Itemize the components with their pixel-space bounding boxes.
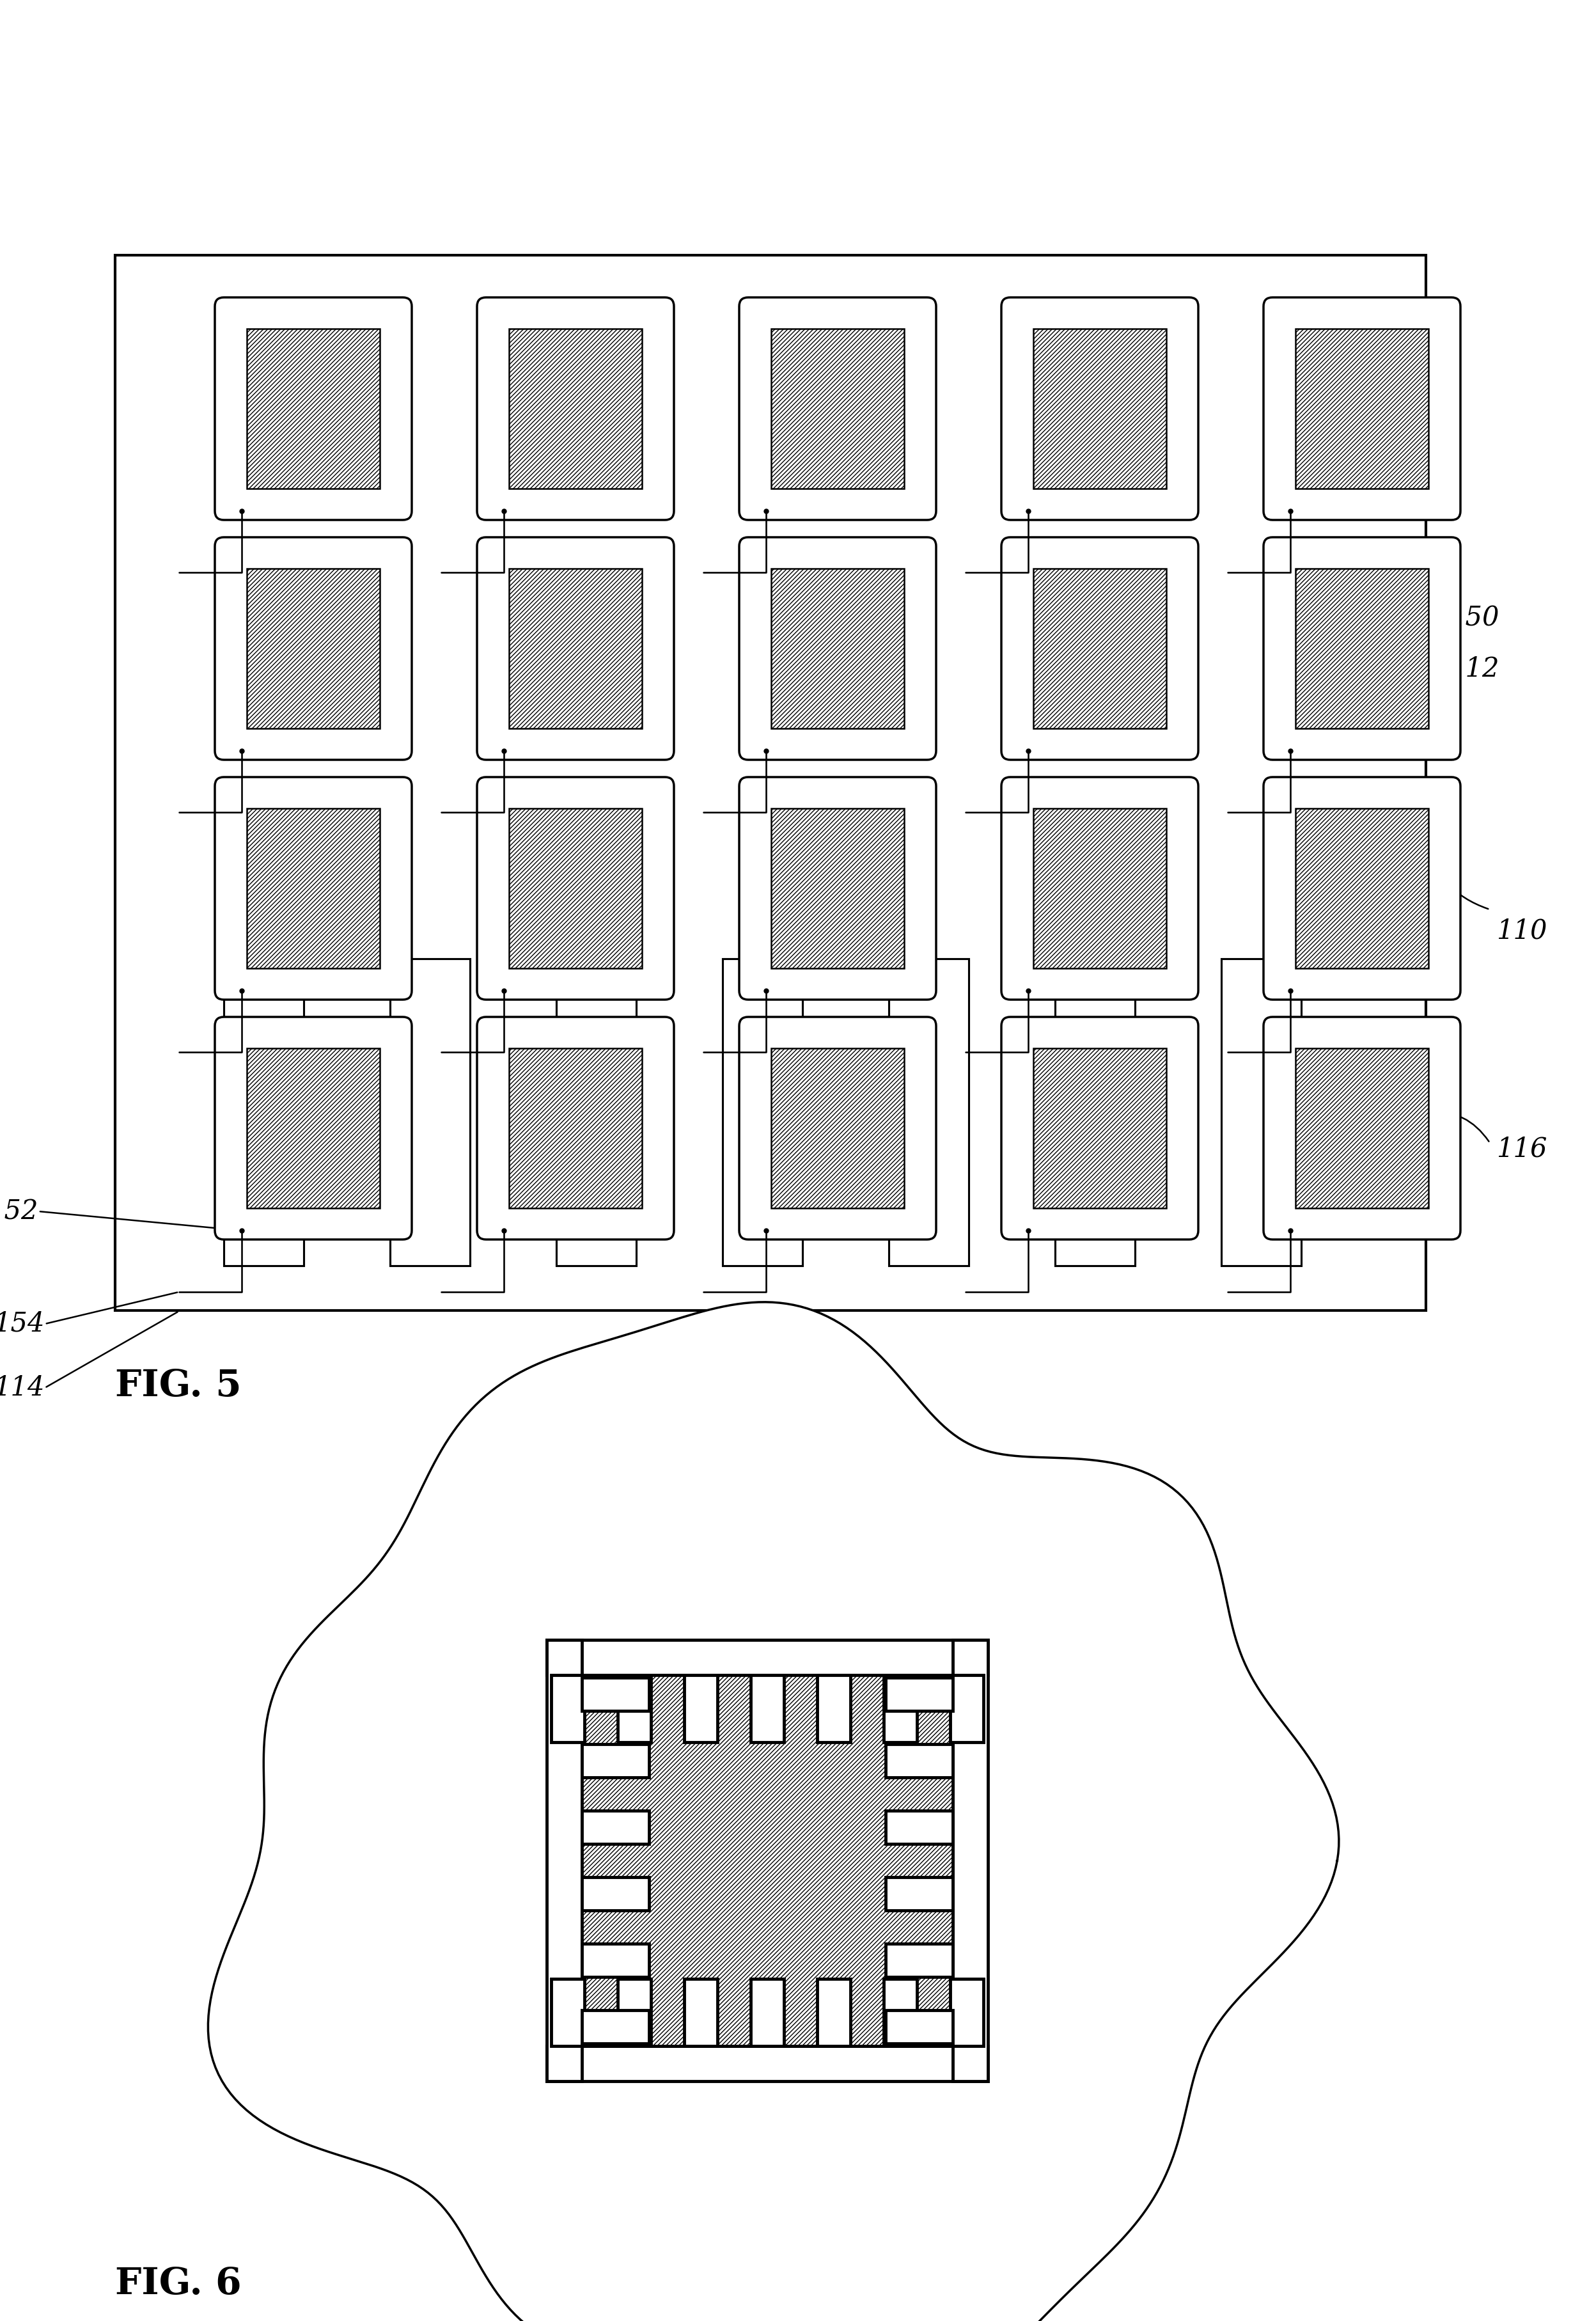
Bar: [1296, 330, 1428, 487]
Text: FIG. 6: FIG. 6: [115, 2265, 241, 2302]
Bar: [583, 1743, 650, 1778]
Text: 154: 154: [322, 1750, 373, 1778]
Bar: [685, 1676, 718, 1743]
Bar: [509, 330, 642, 487]
Bar: [1296, 569, 1428, 729]
Bar: [1034, 1049, 1167, 1207]
Bar: [247, 330, 380, 487]
Bar: [557, 959, 637, 1265]
FancyBboxPatch shape: [477, 1017, 674, 1239]
Text: 112: 112: [1116, 1910, 1167, 1938]
Bar: [247, 808, 380, 968]
Bar: [1034, 569, 1167, 729]
Text: 110: 110: [1497, 917, 1547, 945]
Bar: [886, 1943, 953, 1977]
Bar: [618, 1980, 651, 2047]
Bar: [247, 569, 380, 729]
Bar: [771, 330, 903, 487]
FancyBboxPatch shape: [1001, 536, 1199, 759]
Bar: [884, 1676, 918, 1743]
Bar: [1296, 1049, 1428, 1207]
Text: FIG. 5: FIG. 5: [115, 1367, 241, 1404]
FancyBboxPatch shape: [1001, 297, 1199, 520]
Bar: [583, 1943, 650, 1977]
Bar: [551, 1980, 584, 2047]
Bar: [583, 1678, 650, 1711]
FancyBboxPatch shape: [215, 1017, 412, 1239]
Bar: [1034, 330, 1167, 487]
Bar: [583, 1810, 650, 1843]
Text: 114: 114: [0, 1374, 45, 1402]
Text: 150: 150: [1448, 603, 1499, 631]
FancyBboxPatch shape: [1264, 778, 1460, 1000]
Text: 150: 150: [1116, 1750, 1167, 1778]
Bar: [771, 1049, 903, 1207]
FancyBboxPatch shape: [215, 297, 412, 520]
Bar: [884, 1980, 918, 2047]
FancyBboxPatch shape: [1264, 536, 1460, 759]
Bar: [247, 1049, 380, 1207]
Bar: [1221, 959, 1301, 1265]
Bar: [1296, 808, 1428, 968]
FancyBboxPatch shape: [215, 778, 412, 1000]
Bar: [551, 1676, 584, 1743]
Bar: [509, 569, 642, 729]
Bar: [750, 1980, 784, 2047]
Bar: [223, 959, 303, 1265]
Bar: [685, 1980, 718, 2047]
FancyBboxPatch shape: [215, 536, 412, 759]
FancyBboxPatch shape: [1001, 778, 1199, 1000]
Bar: [1034, 808, 1167, 968]
Bar: [547, 1641, 988, 1676]
Bar: [950, 1676, 983, 1743]
Bar: [889, 959, 969, 1265]
FancyBboxPatch shape: [739, 536, 937, 759]
Text: 112: 112: [1448, 655, 1499, 682]
Bar: [618, 1676, 651, 1743]
Bar: [886, 2010, 953, 2042]
FancyBboxPatch shape: [1264, 297, 1460, 520]
Bar: [1055, 959, 1135, 1265]
Polygon shape: [207, 1302, 1339, 2321]
FancyBboxPatch shape: [739, 297, 937, 520]
Bar: [723, 959, 803, 1265]
Bar: [115, 255, 1425, 1311]
Bar: [509, 808, 642, 968]
Bar: [886, 1678, 953, 1711]
Bar: [547, 1641, 583, 2082]
Bar: [886, 1743, 953, 1778]
Bar: [583, 2010, 650, 2042]
Text: 154: 154: [0, 1311, 45, 1337]
Bar: [953, 1641, 988, 2082]
FancyBboxPatch shape: [739, 778, 937, 1000]
FancyBboxPatch shape: [1001, 1017, 1199, 1239]
Bar: [583, 1878, 650, 1910]
Bar: [509, 1049, 642, 1207]
Text: 152: 152: [832, 1511, 883, 1539]
Bar: [389, 959, 469, 1265]
Bar: [750, 1676, 784, 1743]
Bar: [950, 1980, 983, 2047]
Bar: [817, 1980, 851, 2047]
FancyBboxPatch shape: [477, 778, 674, 1000]
Bar: [547, 2047, 988, 2082]
Text: 116: 116: [1497, 1135, 1547, 1163]
Bar: [886, 1810, 953, 1843]
FancyBboxPatch shape: [739, 1017, 937, 1239]
Bar: [771, 569, 903, 729]
FancyBboxPatch shape: [477, 536, 674, 759]
Text: 152: 152: [0, 1198, 38, 1225]
Bar: [817, 1676, 851, 1743]
Bar: [771, 808, 903, 968]
Bar: [886, 1878, 953, 1910]
Text: 116: 116: [1084, 2163, 1135, 2191]
FancyBboxPatch shape: [1264, 1017, 1460, 1239]
FancyBboxPatch shape: [477, 297, 674, 520]
Bar: [583, 1676, 953, 2047]
